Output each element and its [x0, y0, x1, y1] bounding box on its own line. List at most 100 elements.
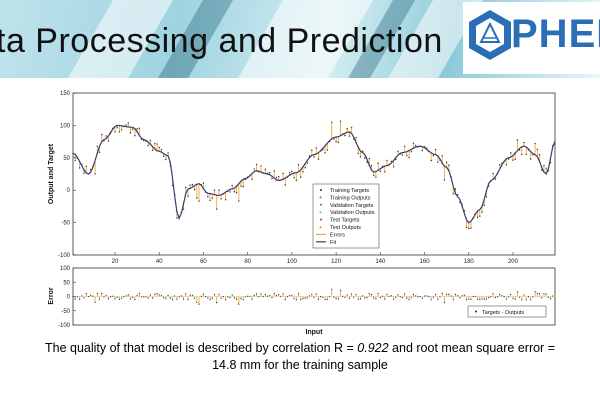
residual-marker: [211, 297, 213, 299]
residual-marker: [370, 293, 373, 296]
target-marker: [499, 164, 501, 166]
residual-marker: [249, 295, 251, 297]
residual-marker: [344, 296, 346, 299]
legend-label: Training Outputs: [330, 195, 371, 201]
target-marker: [457, 193, 459, 196]
target-marker: [288, 171, 291, 174]
residual-marker: [134, 298, 136, 301]
residual-marker: [501, 295, 503, 297]
residual-marker: [490, 296, 492, 298]
residual-marker: [205, 296, 207, 298]
residual-marker: [96, 292, 98, 295]
residual-marker: [147, 297, 149, 299]
target-marker: [443, 179, 446, 181]
residual-marker: [313, 296, 315, 299]
top-legend: Training Targets + Training Outputs Validat…: [312, 183, 380, 249]
page-title: ta Processing and Prediction: [0, 22, 443, 60]
legend-marker: [320, 189, 322, 191]
phed-logo: PHED: [463, 2, 600, 74]
target-marker: [224, 199, 227, 201]
target-marker: [154, 142, 156, 145]
residual-marker: [240, 298, 242, 300]
residual-marker: [481, 298, 483, 300]
residual-marker: [408, 298, 410, 301]
residual-marker: [156, 292, 158, 295]
target-marker: [293, 177, 295, 179]
target-marker: [344, 134, 346, 137]
target-marker: [361, 150, 364, 152]
residual-marker: [154, 293, 156, 295]
target-marker: [271, 178, 273, 180]
residual-marker: [182, 298, 185, 300]
residual-marker: [439, 296, 441, 298]
residual-marker: [107, 298, 109, 300]
residual-marker: [470, 298, 472, 301]
residual-marker: [485, 298, 488, 300]
residual-marker: [441, 292, 443, 294]
target-marker: [308, 155, 311, 157]
residual-marker: [483, 298, 485, 300]
target-marker: [412, 142, 415, 144]
target-marker: [536, 148, 539, 151]
residual-marker: [552, 295, 554, 297]
residual-marker: [415, 295, 417, 297]
residual-marker: [264, 293, 266, 296]
target-marker: [85, 165, 87, 168]
target-marker: [98, 151, 101, 154]
target-marker: [96, 145, 99, 148]
y-tick-label: 100: [60, 123, 71, 129]
residual-marker: [247, 295, 249, 297]
residual-marker: [222, 296, 224, 298]
residual-marker: [74, 298, 76, 300]
residual-marker: [306, 297, 308, 299]
target-marker: [94, 173, 96, 175]
residual-marker: [543, 293, 545, 295]
residual-marker: [160, 294, 163, 297]
residual-marker: [412, 293, 415, 295]
legend-label: Fit: [330, 240, 337, 246]
residual-marker: [406, 297, 408, 299]
target-marker: [216, 208, 218, 210]
target-marker: [518, 149, 521, 151]
residual-marker: [118, 298, 121, 300]
residual-marker: [293, 297, 295, 300]
residual-marker: [187, 299, 189, 301]
target-marker: [89, 168, 92, 171]
target-marker: [337, 141, 340, 144]
x-tick-label: 60: [200, 259, 207, 265]
target-marker: [295, 179, 298, 182]
legend-label: Validation Outputs: [330, 210, 375, 216]
target-marker: [275, 176, 278, 179]
target-marker: [479, 215, 481, 217]
target-marker: [105, 135, 107, 137]
target-marker: [538, 154, 541, 156]
residual-marker: [297, 292, 300, 294]
residual-marker: [123, 296, 125, 298]
bottom-y-ticks: -100 -50 0 50 100: [58, 266, 76, 329]
target-marker: [297, 164, 300, 166]
target-marker: [74, 159, 76, 162]
legend-label: Test Outputs: [330, 225, 361, 231]
residual-marker: [87, 295, 90, 298]
target-marker: [134, 134, 136, 137]
target-marker: [101, 133, 103, 136]
target-marker: [445, 161, 448, 163]
caption-r-value: 0.922: [357, 341, 389, 355]
residual-marker: [260, 293, 262, 295]
target-marker: [523, 141, 525, 144]
residual-marker: [151, 297, 154, 299]
target-marker: [189, 184, 191, 186]
residual-marker: [388, 295, 390, 297]
residual-marker: [423, 295, 426, 297]
residual-marker: [262, 295, 264, 298]
residual-marker: [149, 294, 151, 296]
target-marker: [468, 227, 470, 230]
residual-marker: [379, 297, 381, 299]
residual-marker: [359, 298, 362, 300]
residual-marker: [194, 297, 196, 299]
target-marker: [350, 126, 353, 129]
target-marker: [284, 184, 286, 186]
target-marker: [176, 217, 178, 219]
x-tick-label: 100: [287, 259, 298, 265]
residual-marker: [426, 295, 428, 297]
